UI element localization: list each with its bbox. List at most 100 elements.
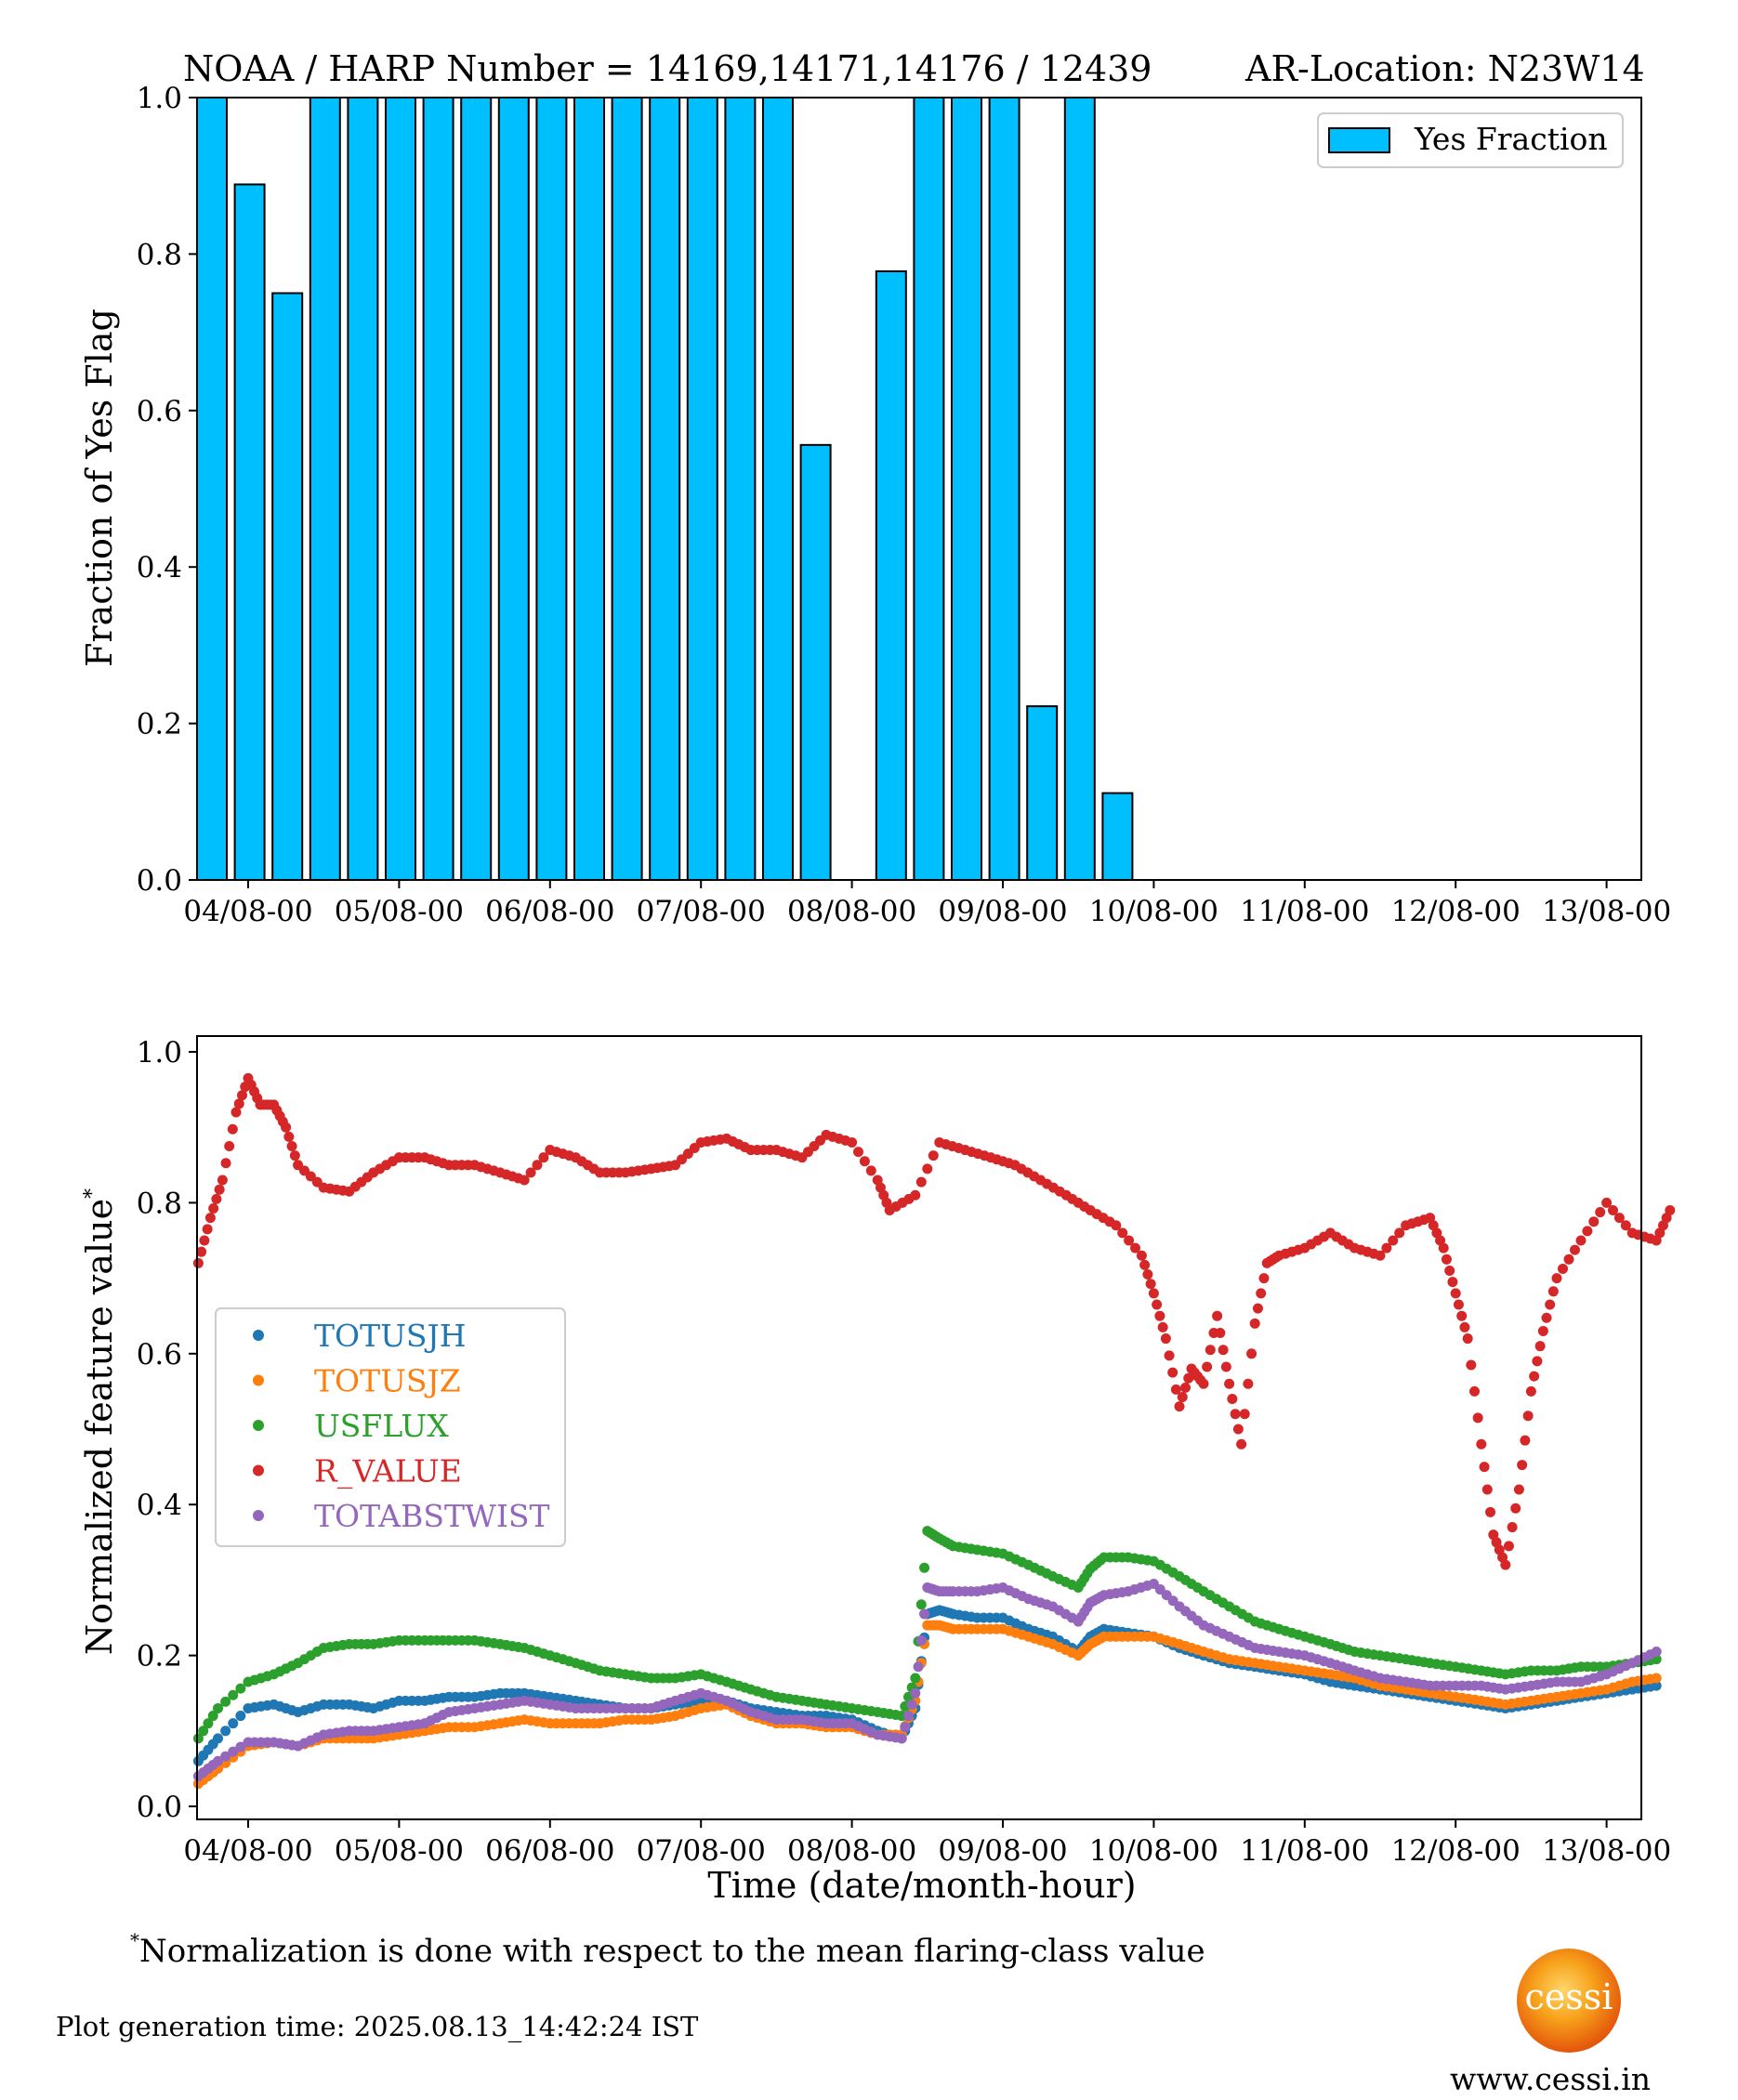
yes-fraction-bar bbox=[649, 97, 681, 881]
data-point-r_value bbox=[1472, 1412, 1483, 1424]
legend-marker bbox=[253, 1420, 264, 1431]
data-point-r_value bbox=[1500, 1559, 1511, 1570]
yes-fraction-bar bbox=[309, 97, 341, 881]
legend-marker bbox=[253, 1464, 264, 1477]
y-tick-label: 0.8 bbox=[137, 238, 182, 271]
generation-time: Plot generation time: 2025.08.13_14:42:2… bbox=[56, 2011, 699, 2042]
y-tick-label: 1.0 bbox=[137, 82, 182, 115]
yes-fraction-bar bbox=[611, 97, 643, 881]
data-point-r_value bbox=[1227, 1394, 1238, 1405]
yes-fraction-bar bbox=[573, 97, 605, 881]
yes-fraction-bar bbox=[1063, 97, 1096, 881]
legend-marker bbox=[253, 1374, 264, 1386]
data-point-r_value bbox=[224, 1141, 235, 1151]
data-point-r_value bbox=[204, 1213, 216, 1224]
bar-group bbox=[196, 97, 1134, 882]
data-point-r_value bbox=[211, 1193, 222, 1204]
data-point-totabstwist bbox=[228, 1746, 239, 1757]
data-point-r_value bbox=[1481, 1484, 1493, 1495]
website-link[interactable]: www.cessi.in bbox=[1450, 2061, 1652, 2097]
x-tick-label: 07/08-00 bbox=[637, 895, 766, 928]
data-point-r_value bbox=[1136, 1250, 1147, 1261]
data-point-r_value bbox=[1608, 1205, 1619, 1216]
yes-fraction-bar bbox=[1026, 705, 1059, 881]
data-point-r_value bbox=[1545, 1299, 1556, 1310]
yes-fraction-bar bbox=[385, 97, 416, 881]
data-point-r_value bbox=[1476, 1438, 1487, 1450]
data-point-totabstwist bbox=[213, 1755, 224, 1766]
data-point-totusjh bbox=[1651, 1680, 1662, 1691]
data-point-totabstwist bbox=[910, 1687, 921, 1699]
x-tick-label: 12/08-00 bbox=[1391, 895, 1521, 928]
yes-fraction-bar bbox=[196, 97, 228, 881]
data-point-r_value bbox=[208, 1202, 219, 1214]
data-point-r_value bbox=[1551, 1273, 1562, 1284]
y-tick-label: 0.2 bbox=[137, 708, 182, 742]
data-point-r_value bbox=[1503, 1541, 1514, 1552]
data-point-r_value bbox=[1256, 1288, 1267, 1299]
data-point-r_value bbox=[286, 1141, 297, 1151]
y-tick-label: 0.0 bbox=[137, 1791, 182, 1824]
legend-label: TOTABSTWIST bbox=[314, 1498, 550, 1534]
yes-fraction-bar bbox=[347, 97, 379, 881]
yes-fraction-bar bbox=[951, 97, 982, 881]
yes-fraction-bar bbox=[422, 97, 454, 881]
y-tick-label: 0.6 bbox=[137, 1338, 182, 1372]
data-point-r_value bbox=[196, 1246, 207, 1257]
data-point-r_value bbox=[1459, 1321, 1470, 1332]
x-tick-label: 10/08-00 bbox=[1089, 1834, 1218, 1868]
data-point-r_value bbox=[1588, 1216, 1600, 1227]
data-point-r_value bbox=[1381, 1242, 1392, 1253]
data-point-usflux bbox=[198, 1726, 209, 1737]
x-tick-label: 09/08-00 bbox=[938, 1834, 1067, 1868]
data-point-totusjh bbox=[220, 1726, 231, 1737]
data-point-r_value bbox=[1507, 1522, 1518, 1533]
x-tick-label: 13/08-00 bbox=[1542, 1834, 1671, 1868]
data-point-usflux bbox=[203, 1718, 214, 1729]
data-point-r_value bbox=[1170, 1384, 1181, 1395]
yes-fraction-bar bbox=[460, 97, 493, 881]
data-point-r_value bbox=[1456, 1310, 1468, 1321]
data-point-usflux bbox=[207, 1711, 218, 1722]
data-point-r_value bbox=[1220, 1361, 1231, 1372]
data-point-r_value bbox=[525, 1167, 536, 1178]
data-point-r_value bbox=[1249, 1318, 1260, 1329]
data-point-r_value bbox=[1160, 1333, 1171, 1345]
data-point-r_value bbox=[237, 1090, 248, 1101]
data-point-r_value bbox=[1534, 1341, 1546, 1352]
data-point-r_value bbox=[281, 1122, 292, 1133]
data-point-r_value bbox=[1177, 1391, 1188, 1402]
axes-frame bbox=[196, 97, 1642, 881]
legend-marker bbox=[253, 1510, 264, 1521]
data-point-r_value bbox=[1224, 1378, 1235, 1389]
legend-marker bbox=[253, 1330, 264, 1341]
data-point-r_value bbox=[859, 1156, 870, 1167]
y-tick-label: 1.0 bbox=[137, 1036, 182, 1070]
normalized-feature-chart: 0.0 0.2 0.4 0.6 0.8 1.0 04/08-00 05/08-00 06/08-… bbox=[79, 1035, 1676, 1906]
data-point-r_value bbox=[1462, 1333, 1473, 1345]
data-point-r_value bbox=[1558, 1263, 1569, 1274]
ylabel-marker: * bbox=[81, 1188, 104, 1199]
data-point-totabstwist bbox=[915, 1634, 927, 1646]
data-point-r_value bbox=[532, 1160, 543, 1171]
data-point-r_value bbox=[1157, 1321, 1168, 1332]
data-point-r_value bbox=[1510, 1503, 1521, 1514]
data-point-r_value bbox=[1601, 1197, 1613, 1208]
data-point-totabstwist bbox=[913, 1661, 924, 1673]
data-point-r_value bbox=[1258, 1273, 1270, 1284]
chart-title-left: NOAA / HARP Number = 14169,14171,14176 /… bbox=[183, 48, 1152, 89]
data-point-r_value bbox=[1142, 1269, 1153, 1280]
data-point-r_value bbox=[1215, 1327, 1226, 1338]
data-point-r_value bbox=[1124, 1235, 1135, 1246]
bottom-legend: TOTUSJH TOTUSJZ USFLUX R_VALUE TOTABSTWIST bbox=[215, 1307, 566, 1547]
yes-fraction-bar bbox=[233, 183, 266, 882]
data-point-r_value bbox=[1620, 1220, 1631, 1231]
data-point-r_value bbox=[1230, 1409, 1241, 1420]
yes-fraction-bar bbox=[762, 97, 794, 881]
data-point-usflux bbox=[919, 1562, 930, 1573]
x-tick-label: 10/08-00 bbox=[1089, 895, 1218, 928]
data-point-r_value bbox=[1243, 1378, 1254, 1389]
chart-title-right: AR-Location: N23W14 bbox=[1244, 48, 1645, 89]
data-point-r_value bbox=[1167, 1367, 1178, 1378]
x-tick-label: 06/08-00 bbox=[485, 895, 614, 928]
